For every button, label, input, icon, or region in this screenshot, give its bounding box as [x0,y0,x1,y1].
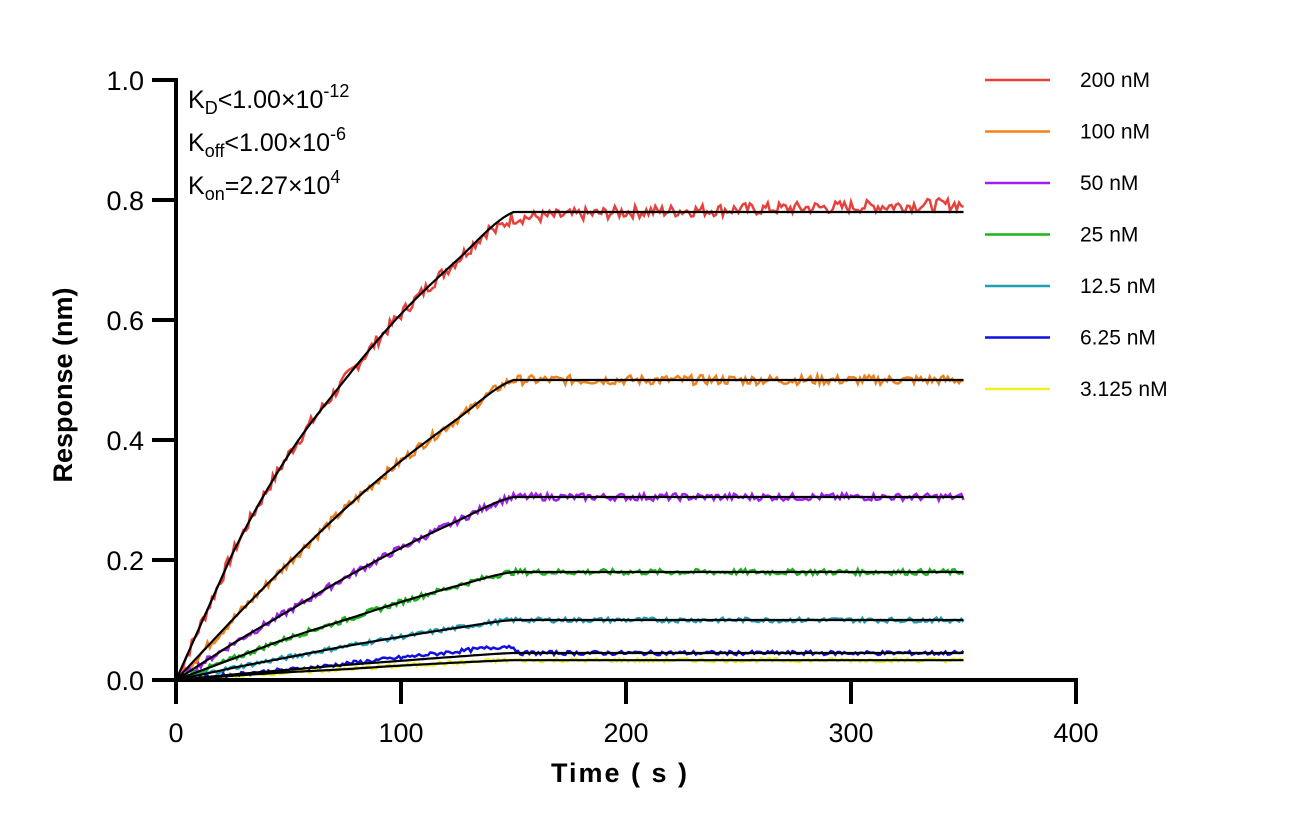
x-tick-label: 200 [603,718,648,748]
axes: 0.0 0.2 0.4 0.6 0.8 1.0 0 100 200 300 400 [106,66,1098,748]
y-axis-label: Response (nm) [48,287,78,482]
kinetic-annotations: KD<1.00×10-12 Koff<1.00×10-6 Kon=2.27×104 [188,81,349,204]
fit-line-50-nM [175,495,964,681]
x-tick-label: 300 [828,718,873,748]
y-tick-label: 0.6 [106,306,144,336]
fit-line-12-5-nM [175,618,964,682]
measured-line-100-nM [175,370,964,681]
legend-label: 3.125 nM [1080,378,1168,401]
legend-label: 50 nM [1080,172,1138,195]
measured-line-25-nM [175,565,965,682]
legend-label: 12.5 nM [1080,275,1156,298]
fit-line-3-125-nM [175,659,964,682]
measured-line-200-nM [174,195,964,681]
y-tick-label: 1.0 [106,66,144,96]
fit-line-6-25-nM [175,651,964,682]
x-tick-label: 100 [378,718,423,748]
x-tick-label: 0 [168,718,183,748]
annotation-kd: KD<1.00×10-12 [188,81,349,118]
fit-line-100-nM [175,378,964,681]
x-tick-label: 400 [1053,718,1098,748]
y-tick-label: 0.8 [106,186,144,216]
y-tick-label: 0.4 [106,426,144,456]
legend-label: 25 nM [1080,224,1138,247]
legend-label: 6.25 nM [1080,327,1156,350]
legend-label: 100 nM [1080,121,1150,144]
annotation-kon: Kon=2.27×104 [188,167,340,204]
legend: 200 nM 100 nM 50 nM 25 nM 12.5 nM 6.25 nM 3.12… [985,69,1168,401]
plot-area [174,195,965,682]
fit-line-200-nM [174,210,964,681]
annotation-koff: Koff<1.00×10-6 [188,124,346,161]
x-axis-label: Time ( s ) [551,758,689,788]
y-tick-label: 0.0 [106,666,144,696]
measured-line-6-25-nM [175,644,965,682]
legend-label: 200 nM [1080,69,1150,92]
fit-line-25-nM [175,570,964,682]
y-tick-label: 0.2 [106,546,144,576]
